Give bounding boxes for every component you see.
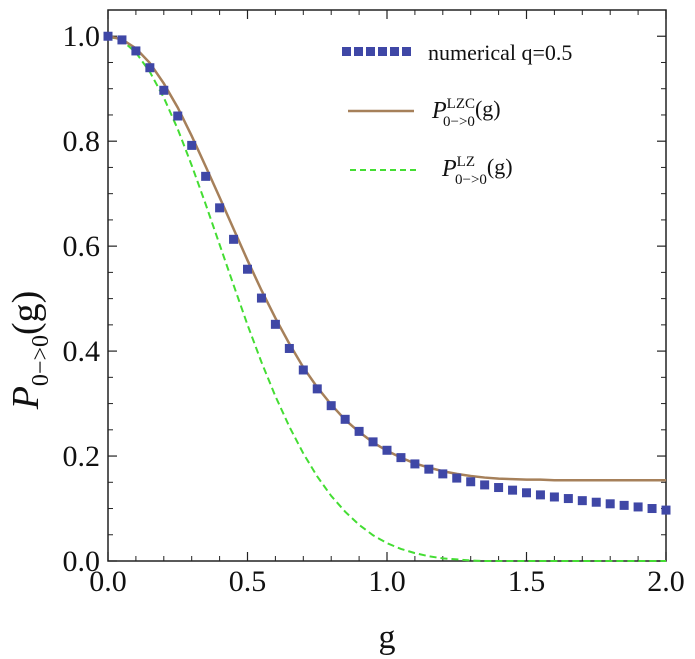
- data-point: [633, 502, 643, 512]
- x-tick-label: 0.0: [89, 565, 127, 598]
- data-point: [661, 505, 671, 515]
- legend-symbol-numerical: [342, 47, 411, 56]
- data-point: [117, 35, 127, 45]
- series-lz-line: [107, 35, 666, 562]
- legend-marker: [366, 47, 375, 56]
- legend-marker: [354, 47, 363, 56]
- svg-text:P0−>0(g): P0−>0(g): [5, 291, 54, 411]
- y-tick-label: 0.6: [63, 230, 101, 263]
- legend-marker: [390, 47, 399, 56]
- data-point: [452, 473, 462, 483]
- data-point: [466, 477, 476, 487]
- data-point: [410, 459, 420, 469]
- data-point: [354, 426, 364, 436]
- data-point: [131, 46, 141, 56]
- plot-frame: [107, 9, 667, 562]
- legend-label-numerical: numerical q=0.5: [428, 40, 572, 65]
- data-point: [577, 496, 587, 506]
- x-tick-label: 1.0: [368, 565, 406, 598]
- x-tick-label: 0.5: [229, 565, 267, 598]
- data-point: [326, 401, 336, 411]
- series-layer: [103, 31, 671, 562]
- legend: numerical q=0.5 PLZC 0−>0(g) PLZ 0−>0(g): [342, 40, 572, 188]
- data-point: [438, 469, 448, 479]
- y-axis-symbol: P: [5, 386, 47, 410]
- data-point: [256, 293, 266, 303]
- data-point: [591, 497, 601, 507]
- legend-lzc-sub: 0−>0: [443, 114, 475, 130]
- legend-lz-sub: 0−>0: [455, 172, 487, 188]
- legend-label-lzc: PLZC 0−>0(g): [431, 96, 501, 130]
- legend-lzc-symbol: P: [431, 98, 447, 124]
- y-tick-label: 0.8: [63, 125, 101, 158]
- data-point: [368, 437, 378, 447]
- y-axis-subscript: 0−>0: [28, 335, 54, 386]
- data-point: [549, 492, 559, 502]
- legend-lz-sup: LZ: [457, 154, 475, 170]
- data-point: [619, 500, 629, 510]
- y-tick-label: 1.0: [63, 20, 101, 53]
- data-point: [201, 171, 211, 181]
- legend-marker: [342, 47, 351, 56]
- legend-lz-arg: (g): [487, 154, 513, 179]
- data-point: [508, 485, 518, 495]
- series-lzc-line: [107, 35, 666, 482]
- x-axis-title: g: [379, 619, 396, 656]
- data-point: [103, 31, 113, 41]
- data-point: [298, 365, 308, 375]
- data-point: [480, 480, 490, 490]
- data-point: [159, 85, 169, 95]
- series-numerical: [103, 31, 671, 515]
- data-point: [340, 414, 350, 424]
- y-tick-label: 0.0: [63, 545, 101, 578]
- data-point: [563, 494, 573, 504]
- data-point: [284, 343, 294, 353]
- data-point: [494, 483, 504, 493]
- ticks: [107, 10, 667, 562]
- data-point: [605, 499, 615, 509]
- data-point: [270, 319, 280, 329]
- legend-label-lz: PLZ 0−>0(g): [441, 154, 513, 188]
- y-axis-arg: (g): [5, 291, 47, 335]
- x-tick-label: 2.0: [647, 565, 685, 598]
- data-point: [424, 464, 434, 474]
- data-point: [522, 488, 531, 498]
- legend-marker: [402, 47, 411, 56]
- y-axis-title: P0−>0(g): [5, 291, 54, 411]
- data-point: [312, 384, 322, 394]
- data-point: [647, 504, 657, 514]
- legend-lz-symbol: P: [441, 156, 457, 182]
- tick-labels: 0.0 0.5 1.0 1.5 2.0 0.0 0.2 0.4 0.6 0.8 1.0: [63, 20, 685, 598]
- data-point: [382, 445, 392, 455]
- data-point: [535, 490, 545, 500]
- y-tick-label: 0.2: [63, 440, 101, 473]
- data-point: [173, 111, 183, 121]
- data-point: [145, 63, 155, 73]
- data-point: [187, 140, 197, 150]
- data-point: [229, 234, 239, 244]
- data-point: [396, 453, 406, 463]
- legend-lzc-sup: LZC: [447, 96, 475, 112]
- legend-lzc-arg: (g): [475, 96, 501, 121]
- data-point: [243, 264, 252, 274]
- legend-marker: [378, 47, 387, 56]
- x-tick-label: 1.5: [508, 565, 546, 598]
- data-point: [215, 203, 225, 213]
- y-tick-label: 0.4: [63, 335, 101, 368]
